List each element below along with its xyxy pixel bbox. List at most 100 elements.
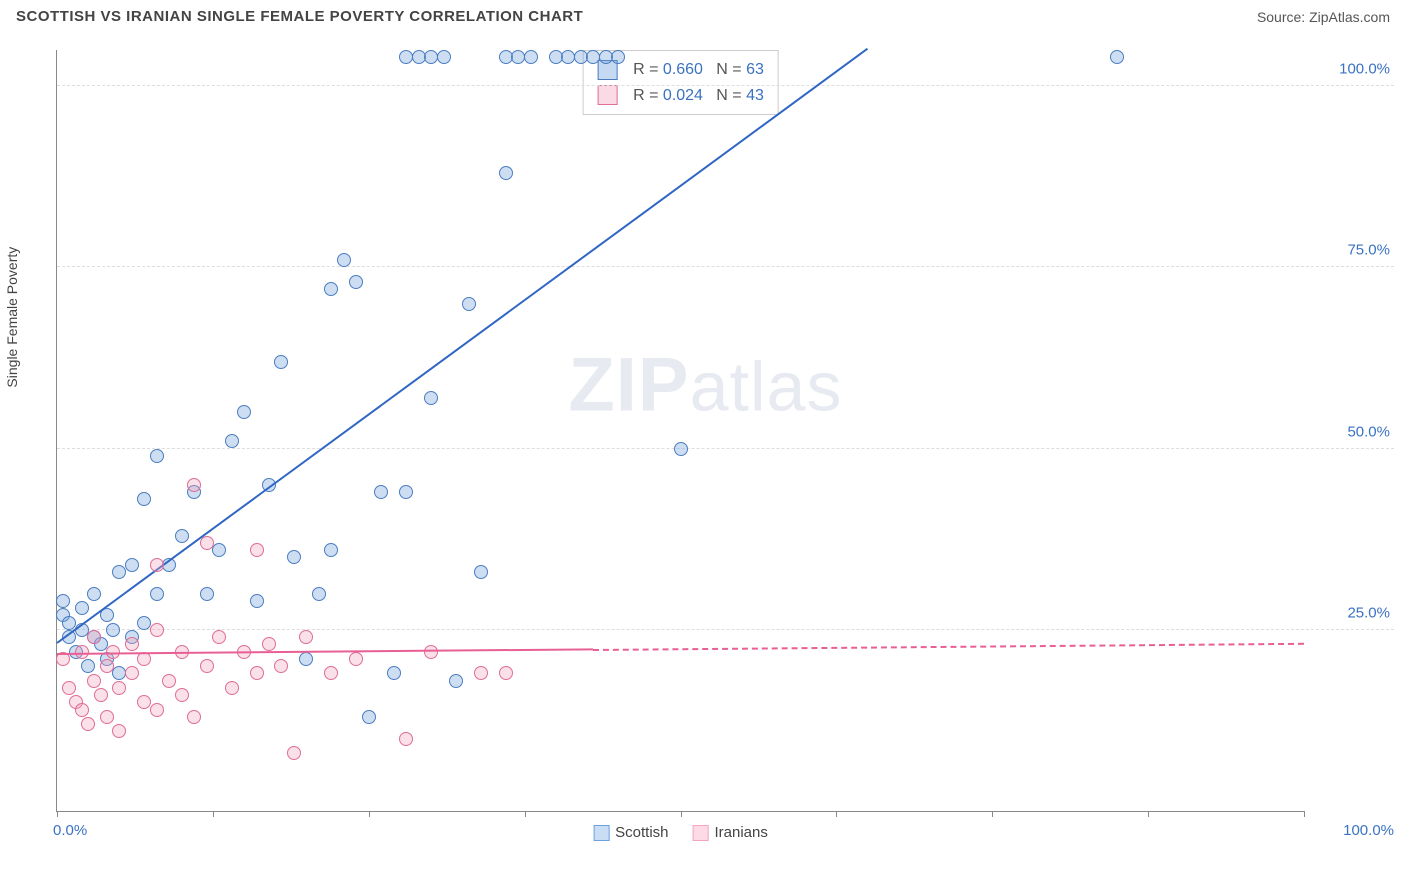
scatter-point [75,645,89,659]
x-axis-min-label: 0.0% [53,822,87,839]
watermark-atlas: atlas [690,347,843,425]
legend-stats-text: R = 0.660 N = 63 [633,57,764,83]
scatter-point [150,623,164,637]
y-axis-label: Single Female Poverty [4,247,20,388]
scatter-point [175,529,189,543]
trend-line [593,642,1304,650]
scatter-point [299,630,313,644]
scatter-point [399,732,413,746]
scatter-point [175,688,189,702]
scatter-point [524,50,538,64]
gridline [57,85,1394,86]
x-tick [57,811,58,817]
watermark-zip: ZIP [568,342,689,427]
scatter-point [225,681,239,695]
scatter-point [200,587,214,601]
legend-item: Scottish [593,824,668,841]
scatter-point [75,601,89,615]
scatter-point [87,674,101,688]
scatter-point [162,674,176,688]
scatter-point [81,659,95,673]
scatter-point [150,558,164,572]
y-tick-label: 25.0% [1347,604,1390,621]
scatter-point [106,623,120,637]
scatter-point [250,543,264,557]
plot-region: ZIPatlas R = 0.660 N = 63R = 0.024 N = 4… [56,50,1304,812]
scatter-point [337,253,351,267]
scatter-point [212,630,226,644]
legend-swatch [597,85,617,105]
scatter-point [274,659,288,673]
gridline [57,629,1394,630]
scatter-point [62,681,76,695]
scatter-point [125,558,139,572]
y-tick-label: 50.0% [1347,423,1390,440]
scatter-point [137,492,151,506]
scatter-point [374,485,388,499]
scatter-point [287,746,301,760]
scatter-point [125,637,139,651]
scatter-point [250,594,264,608]
gridline [57,448,1394,449]
scatter-point [150,587,164,601]
scatter-point [349,275,363,289]
scatter-point [100,710,114,724]
x-tick [525,811,526,817]
x-tick [213,811,214,817]
scatter-point [312,587,326,601]
scatter-point [112,724,126,738]
scatter-point [387,666,401,680]
x-tick [1148,811,1149,817]
legend-label: Scottish [615,824,668,841]
x-tick [1304,811,1305,817]
scatter-point [187,478,201,492]
gridline [57,266,1394,267]
legend-swatch [593,825,609,841]
scatter-point [299,652,313,666]
scatter-point [349,652,363,666]
scatter-point [200,536,214,550]
scatter-point [75,703,89,717]
y-tick-label: 75.0% [1347,242,1390,259]
x-tick [369,811,370,817]
scatter-point [474,666,488,680]
scatter-point [56,594,70,608]
scatter-point [449,674,463,688]
scatter-point [150,449,164,463]
chart-source: Source: ZipAtlas.com [1257,9,1390,25]
trend-line [56,48,868,644]
y-tick-label: 100.0% [1339,61,1390,78]
legend-stats-text: R = 0.024 N = 43 [633,83,764,109]
trend-line [57,649,593,656]
chart-area: Single Female Poverty ZIPatlas R = 0.660… [40,38,1394,862]
scatter-point [287,550,301,564]
scatter-point [225,434,239,448]
scatter-point [237,405,251,419]
legend-label: Iranians [714,824,767,841]
scatter-point [112,681,126,695]
x-tick [681,811,682,817]
scatter-point [499,166,513,180]
scatter-point [150,703,164,717]
scatter-point [125,666,139,680]
scatter-point [474,565,488,579]
scatter-point [212,543,226,557]
scatter-point [462,297,476,311]
scatter-point [87,587,101,601]
legend-item: Iranians [692,824,767,841]
scatter-point [187,710,201,724]
x-tick [992,811,993,817]
scatter-point [437,50,451,64]
scatter-point [262,637,276,651]
scatter-point [362,710,376,724]
chart-title: SCOTTISH VS IRANIAN SINGLE FEMALE POVERT… [16,8,583,25]
scatter-point [81,717,95,731]
watermark: ZIPatlas [568,341,842,428]
scatter-point [100,659,114,673]
scatter-point [87,630,101,644]
legend-bottom: Scottish Iranians [593,824,768,841]
x-axis-max-label: 100.0% [1343,822,1394,839]
scatter-point [1110,50,1124,64]
scatter-point [200,659,214,673]
scatter-point [274,355,288,369]
